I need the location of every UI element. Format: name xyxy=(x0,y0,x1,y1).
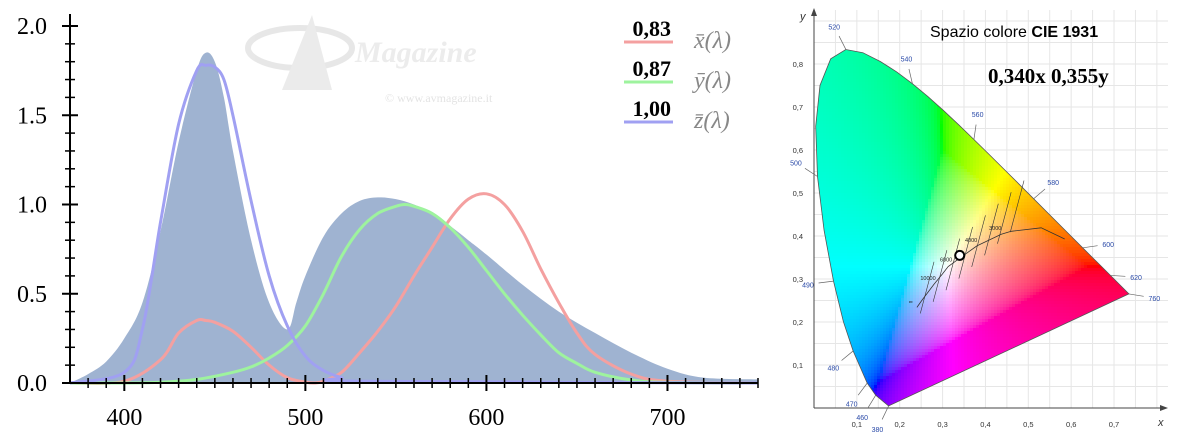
wavelength-label: 480 xyxy=(827,365,839,372)
wavelength-label: 520 xyxy=(828,24,840,31)
temperature-label: ∞ xyxy=(909,299,913,305)
cie-y-tick-label: 0,4 xyxy=(793,232,803,241)
cie-y-tick-label: 0,2 xyxy=(793,318,803,327)
x-tick-label: 600 xyxy=(468,405,504,431)
temperature-label: 10000 xyxy=(920,276,935,282)
wavelength-label: 620 xyxy=(1130,275,1142,282)
wavelength-label: 490 xyxy=(802,282,814,289)
temperature-label: 6000 xyxy=(940,257,952,263)
legend-item-y: 0,87 ȳ(λ) xyxy=(624,56,731,94)
y-tick-label: 2.0 xyxy=(17,14,47,40)
cie-x-tick-label: 0,2 xyxy=(895,420,905,429)
x-tick-label: 700 xyxy=(649,405,685,431)
watermark-brand: Magazine xyxy=(354,36,477,69)
watermark-copyright: © www.avmagazine.it xyxy=(385,91,493,105)
cie-x-tick-label: 0,7 xyxy=(1109,420,1119,429)
cie-y-tick-label: 0,8 xyxy=(793,60,803,69)
cie-y-tick-label: 0,7 xyxy=(793,103,803,112)
color-matching-chart: Magazine © www.avmagazine.it 0.0 0.5 1.0 1.… xyxy=(17,14,758,431)
y-tick-label: 0.0 xyxy=(17,371,47,397)
y-tick-label: 0.5 xyxy=(17,282,47,308)
legend-label-x: x̄(λ) xyxy=(693,28,731,54)
legend-label-z: z̄(λ) xyxy=(693,108,730,134)
wavelength-label: 580 xyxy=(1047,180,1059,187)
cie-x-axis-label: x xyxy=(1157,417,1164,429)
white-point-label: 0,340x 0,355y xyxy=(988,64,1109,88)
legend-value-y: 0,87 xyxy=(633,56,672,81)
wavelength-label: 760 xyxy=(1148,296,1160,303)
white-point-marker xyxy=(955,251,964,260)
temperature-label: 3000 xyxy=(989,226,1001,232)
cie-x-tick-label: 0,4 xyxy=(980,420,990,429)
legend-label-y: ȳ(λ) xyxy=(692,68,731,94)
cie-title: Spazio colore CIE 1931 xyxy=(930,24,1098,41)
cie-y-tick-label: 0,5 xyxy=(793,189,803,198)
x-tick-label: 500 xyxy=(287,405,323,431)
wavelength-label: 600 xyxy=(1102,242,1114,249)
x-tick-label: 400 xyxy=(106,405,142,431)
wavelength-label: 540 xyxy=(901,57,913,64)
wavelength-label: 380 xyxy=(872,427,884,434)
cie-x-tick-label: 0,3 xyxy=(937,420,947,429)
cie-title-bold: CIE 1931 xyxy=(1031,24,1098,41)
watermark: Magazine © www.avmagazine.it xyxy=(248,15,493,105)
legend-value-x: 0,83 xyxy=(633,16,672,41)
wavelength-label: 560 xyxy=(972,112,984,119)
cie-y-tick-label: 0,1 xyxy=(793,361,803,370)
legend-item-z: 1,00 z̄(λ) xyxy=(624,96,730,134)
temperature-label: 4000 xyxy=(965,238,977,244)
wavelength-label: 500 xyxy=(790,160,802,167)
cie-x-tick-label: 0,6 xyxy=(1066,420,1076,429)
cie-x-tick-label: 0,5 xyxy=(1023,420,1033,429)
legend-item-x: 0,83 x̄(λ) xyxy=(624,16,731,54)
legend-value-z: 1,00 xyxy=(633,96,672,121)
cie-y-tick-label: 0,6 xyxy=(793,146,803,155)
y-tick-label: 1.0 xyxy=(17,193,47,219)
y-tick-label: 1.5 xyxy=(17,103,47,129)
legend: 0,83 x̄(λ) 0,87 ȳ(λ) 1,00 z̄(λ) xyxy=(624,16,731,134)
wavelength-label: 460 xyxy=(856,415,868,422)
wavelength-label: 470 xyxy=(846,402,858,409)
